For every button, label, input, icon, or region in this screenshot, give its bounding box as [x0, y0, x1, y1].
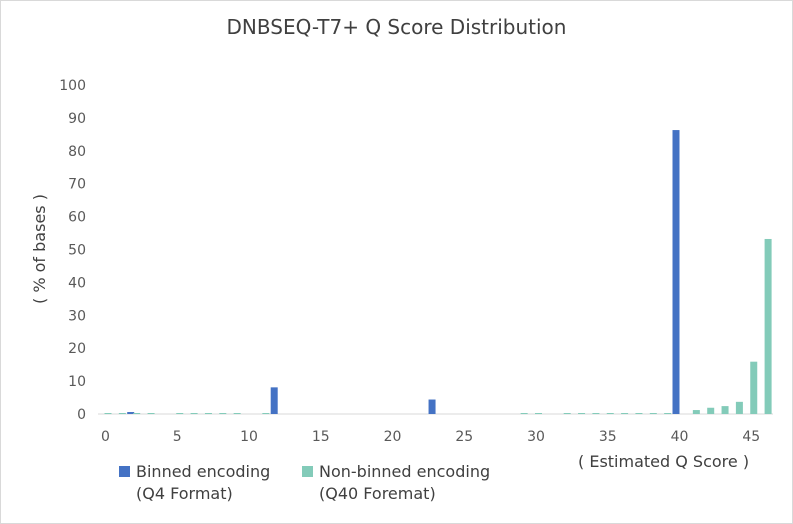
bar-nonbinned: [707, 407, 715, 414]
y-tick-label: 0: [77, 407, 86, 423]
legend-label-nonbinned-line1: Non-binned encoding: [319, 462, 491, 481]
bar-binned: [127, 412, 135, 414]
y-tick-label: 90: [68, 111, 86, 127]
bar-nonbinned: [176, 413, 184, 415]
legend-swatch-nonbinned: [302, 466, 313, 477]
y-tick-label: 50: [68, 243, 86, 259]
bar-nonbinned: [664, 413, 672, 415]
bar-binned: [428, 399, 436, 414]
y-tick-label: 70: [68, 177, 86, 193]
bar-nonbinned: [219, 413, 227, 415]
bar-binned: [270, 387, 278, 414]
bar-nonbinned: [721, 406, 729, 414]
bar-nonbinned: [535, 413, 542, 415]
y-axis-label: ( % of bases ): [30, 194, 49, 304]
bar-nonbinned: [233, 413, 241, 415]
legend-label-binned-line1: Binned encoding: [136, 462, 271, 481]
bar-nonbinned: [104, 413, 112, 415]
bar-nonbinned: [133, 413, 141, 415]
x-tick-label: 40: [671, 429, 689, 445]
x-tick-label: 25: [455, 429, 473, 445]
bar-nonbinned: [635, 413, 643, 415]
bar-nonbinned: [592, 413, 600, 415]
bar-nonbinned: [621, 413, 629, 415]
bar-nonbinned: [764, 238, 772, 414]
legend-swatch-binned: [119, 466, 130, 477]
x-tick-label: 20: [384, 429, 402, 445]
y-tick-label: 80: [68, 144, 86, 160]
bar-nonbinned: [750, 361, 758, 414]
y-tick-label: 20: [68, 341, 86, 357]
bar-nonbinned: [649, 413, 657, 415]
bar-nonbinned: [190, 413, 198, 415]
bar-binned: [672, 130, 680, 414]
x-tick-label: 35: [599, 429, 617, 445]
bar-nonbinned: [118, 413, 126, 415]
legend-label-binned-line2: (Q4 Format): [136, 484, 233, 503]
x-axis-ticks: 0 5 10 15 20 25 30 35 40 45: [101, 429, 760, 445]
x-tick-label: 0: [101, 429, 110, 445]
y-tick-label: 40: [68, 275, 86, 291]
legend-label-binned: Binned encoding (Q4 Format): [136, 461, 270, 505]
x-tick-label: 5: [173, 429, 182, 445]
bar-nonbinned: [204, 413, 212, 415]
bar-nonbinned: [520, 413, 528, 415]
bar-nonbinned: [147, 413, 155, 415]
x-axis-label: ( Estimated Q Score ): [578, 452, 750, 471]
y-axis-ticks: 0 10 20 30 40 50 60 70 80 90 100: [59, 78, 86, 423]
bar-nonbinned: [563, 413, 571, 415]
legend-label-nonbinned: Non-binned encoding (Q40 Foremat): [319, 461, 490, 505]
bar-nonbinned: [692, 410, 700, 414]
bar-nonbinned: [606, 413, 614, 415]
legend-item-nonbinned: Non-binned encoding (Q40 Foremat): [302, 461, 542, 507]
x-tick-label: 45: [742, 429, 760, 445]
y-tick-label: 100: [59, 78, 86, 94]
bars: [104, 130, 772, 415]
y-tick-label: 60: [68, 210, 86, 226]
bar-nonbinned: [735, 401, 743, 414]
chart-title: DNBSEQ-T7+ Q Score Distribution: [226, 15, 567, 39]
y-tick-label: 10: [68, 374, 86, 390]
bar-nonbinned: [578, 413, 586, 415]
y-tick-label: 30: [68, 308, 86, 324]
x-tick-label: 30: [527, 429, 545, 445]
x-tick-label: 15: [312, 429, 330, 445]
legend-label-nonbinned-line2: (Q40 Foremat): [319, 484, 436, 503]
x-tick-label: 10: [240, 429, 258, 445]
bar-nonbinned: [262, 413, 270, 415]
legend-item-binned: Binned encoding (Q4 Format): [119, 461, 299, 507]
